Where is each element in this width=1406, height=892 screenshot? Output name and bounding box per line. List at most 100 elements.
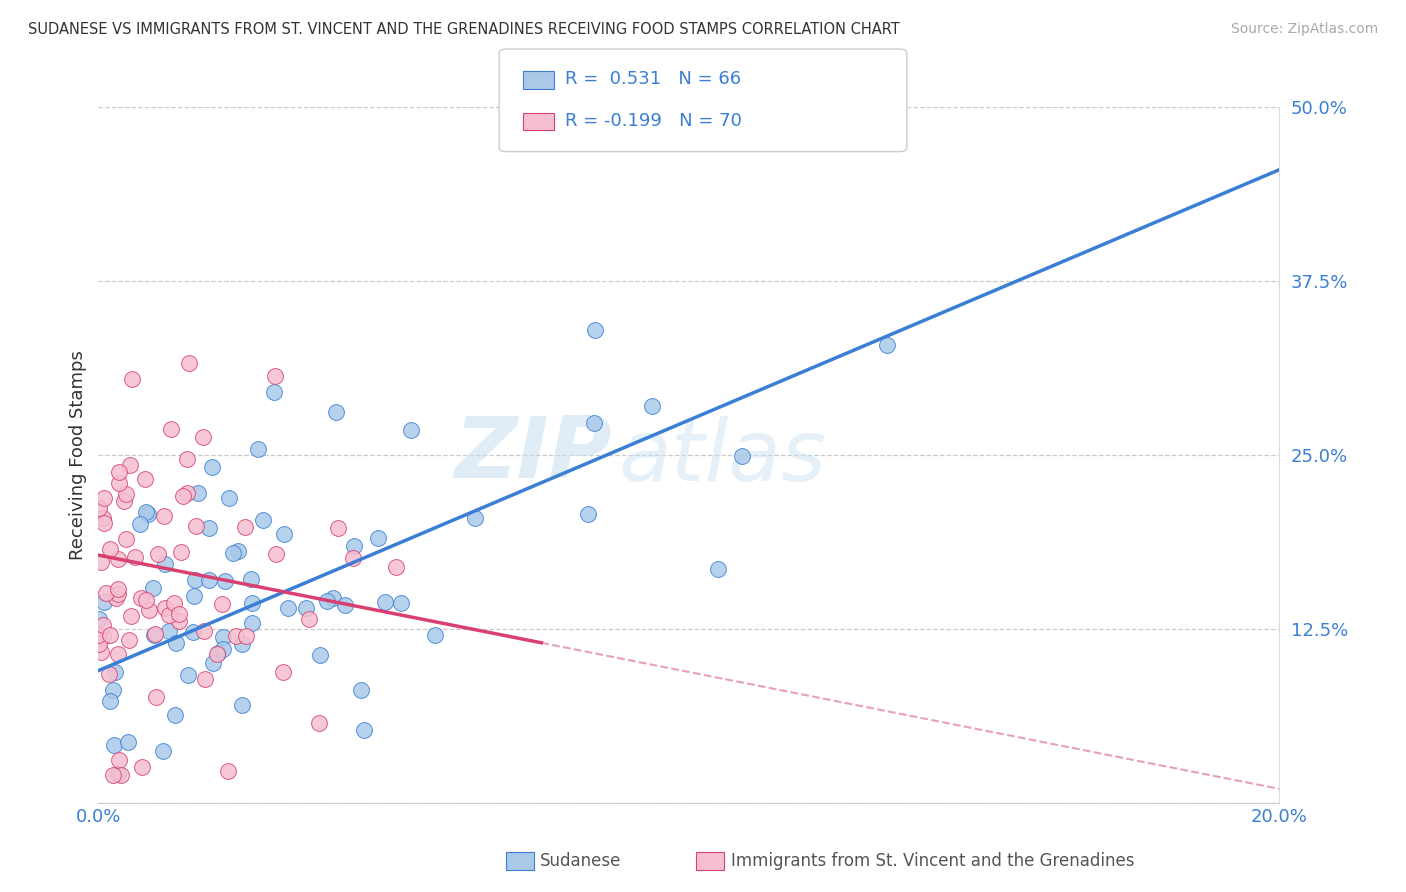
- Point: [107, 587, 129, 601]
- Point: [225, 629, 247, 643]
- Point: [201, 460, 224, 475]
- Point: [325, 405, 347, 419]
- Point: [142, 628, 165, 642]
- Point: [114, 487, 136, 501]
- Point: [226, 544, 249, 558]
- Point: [93, 595, 115, 609]
- Point: [152, 744, 174, 758]
- Point: [205, 647, 228, 661]
- Point: [252, 513, 274, 527]
- Point: [91, 630, 114, 644]
- Point: [240, 597, 263, 611]
- Point: [94, 586, 117, 600]
- Point: [103, 768, 125, 782]
- Point: [179, 356, 201, 370]
- Point: [98, 541, 121, 556]
- Point: [91, 511, 114, 525]
- Point: [350, 682, 373, 697]
- Point: [730, 450, 752, 464]
- Point: [167, 607, 190, 622]
- Point: [98, 694, 121, 708]
- Point: [141, 582, 163, 596]
- Point: [576, 508, 599, 522]
- Point: [211, 630, 233, 644]
- Point: [211, 597, 233, 611]
- Point: [218, 491, 240, 505]
- Point: [121, 372, 143, 386]
- Point: [160, 421, 183, 435]
- Point: [342, 551, 364, 566]
- Point: [212, 641, 235, 656]
- Point: [87, 628, 110, 642]
- Text: atlas: atlas: [619, 416, 827, 499]
- Point: [186, 486, 208, 500]
- Point: [326, 521, 349, 535]
- Point: [138, 603, 160, 617]
- Point: [333, 598, 356, 612]
- Point: [157, 624, 180, 638]
- Point: [193, 624, 215, 639]
- Point: [87, 500, 110, 515]
- Point: [233, 520, 256, 534]
- Point: [221, 545, 243, 559]
- Point: [163, 707, 186, 722]
- Text: ZIP: ZIP: [454, 413, 612, 497]
- Text: Sudanese: Sudanese: [540, 852, 621, 870]
- Point: [146, 547, 169, 561]
- Point: [198, 521, 221, 535]
- Point: [153, 508, 176, 523]
- Point: [298, 611, 321, 625]
- Point: [87, 612, 110, 626]
- Point: [101, 683, 124, 698]
- Point: [93, 491, 115, 505]
- Point: [183, 573, 205, 587]
- Point: [93, 516, 115, 530]
- Point: [194, 672, 217, 686]
- Point: [264, 368, 287, 383]
- Point: [423, 627, 446, 641]
- Point: [107, 647, 129, 661]
- Point: [322, 591, 344, 605]
- Point: [384, 560, 406, 574]
- Text: SUDANESE VS IMMIGRANTS FROM ST. VINCENT AND THE GRENADINES RECEIVING FOOD STAMPS: SUDANESE VS IMMIGRANTS FROM ST. VINCENT …: [28, 22, 900, 37]
- Point: [108, 753, 131, 767]
- Point: [121, 609, 143, 624]
- Point: [128, 517, 150, 532]
- Point: [273, 527, 295, 541]
- Point: [231, 637, 253, 651]
- Point: [176, 485, 198, 500]
- Point: [214, 574, 236, 589]
- Point: [235, 629, 257, 643]
- Point: [583, 323, 606, 337]
- Point: [153, 601, 176, 615]
- Text: Source: ZipAtlas.com: Source: ZipAtlas.com: [1230, 22, 1378, 37]
- Point: [104, 665, 127, 680]
- Point: [295, 601, 318, 615]
- Point: [193, 430, 215, 444]
- Point: [110, 768, 132, 782]
- Point: [176, 451, 198, 466]
- Point: [129, 591, 152, 606]
- Text: Immigrants from St. Vincent and the Grenadines: Immigrants from St. Vincent and the Gren…: [731, 852, 1135, 870]
- Point: [135, 505, 157, 519]
- Point: [103, 738, 125, 752]
- Point: [153, 557, 176, 571]
- Point: [277, 600, 299, 615]
- Point: [264, 547, 287, 561]
- Point: [343, 539, 366, 553]
- Point: [167, 615, 190, 629]
- Point: [202, 657, 225, 671]
- Point: [124, 549, 146, 564]
- Point: [115, 532, 138, 546]
- Point: [93, 617, 115, 632]
- Point: [181, 624, 204, 639]
- Text: R =  0.531   N = 66: R = 0.531 N = 66: [565, 70, 741, 88]
- Point: [197, 573, 219, 587]
- Point: [169, 545, 191, 559]
- Point: [707, 561, 730, 575]
- Text: R = -0.199   N = 70: R = -0.199 N = 70: [565, 112, 742, 129]
- Point: [134, 472, 156, 486]
- Point: [240, 572, 263, 586]
- Point: [271, 665, 294, 679]
- Point: [163, 596, 186, 610]
